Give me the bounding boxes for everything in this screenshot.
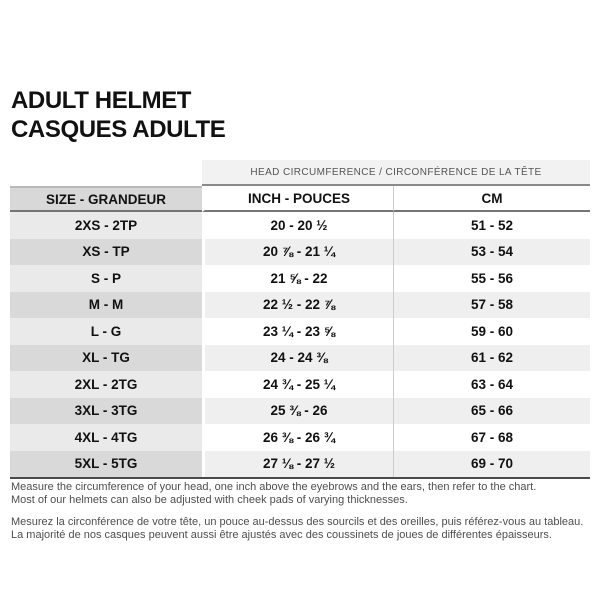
column-header-cm: CM: [393, 186, 590, 212]
size-cell: XL - TG: [10, 344, 202, 371]
note-english-line2: Most of our helmets can also be adjusted…: [11, 494, 408, 506]
inch-cell: 20 ⅞ - 21 ¼: [202, 238, 393, 265]
inch-cell: 24 - 24 ⅜: [202, 344, 393, 371]
size-chart-table: HEAD CIRCUMFERENCE / CIRCONFÉRENCE DE LA…: [10, 160, 590, 479]
inch-cell: 23 ¼ - 23 ⅝: [202, 318, 393, 345]
measurement-notes: Measure the circumference of your head, …: [11, 481, 590, 542]
page-title-fr: CASQUES ADULTE: [11, 116, 226, 143]
inch-cell: 20 - 20 ½: [202, 212, 393, 239]
size-cell: 2XL - 2TG: [10, 371, 202, 398]
inch-cell: 21 ⅝ - 22: [202, 265, 393, 292]
size-cell: M - M: [10, 291, 202, 318]
cm-cell: 55 - 56: [393, 265, 590, 292]
cm-cell: 51 - 52: [393, 212, 590, 239]
head-circumference-header: HEAD CIRCUMFERENCE / CIRCONFÉRENCE DE LA…: [202, 160, 590, 186]
inch-cell: 27 ⅛ - 27 ½: [202, 450, 393, 477]
size-cell: L - G: [10, 318, 202, 345]
cm-cell: 65 - 66: [393, 397, 590, 424]
cm-cell: 59 - 60: [393, 318, 590, 345]
cm-cell: 57 - 58: [393, 291, 590, 318]
column-header-size: SIZE - GRANDEUR: [10, 186, 202, 212]
note-french-line1: Mesurez la circonférence de votre tête, …: [11, 516, 584, 528]
size-cell: 3XL - 3TG: [10, 397, 202, 424]
cm-cell: 61 - 62: [393, 344, 590, 371]
cm-cell: 67 - 68: [393, 424, 590, 451]
size-cell: XS - TP: [10, 238, 202, 265]
cm-cell: 69 - 70: [393, 450, 590, 477]
inch-cell: 26 ⅜ - 26 ¾: [202, 424, 393, 451]
cm-cell: 63 - 64: [393, 371, 590, 398]
size-cell: 5XL - 5TG: [10, 450, 202, 477]
span-header-spacer: [10, 160, 202, 186]
page-title: ADULT HELMET CASQUES ADULTE: [11, 86, 226, 144]
note-english-line1: Measure the circumference of your head, …: [11, 481, 537, 493]
note-french-line2: La majorité de nos casques peuvent aussi…: [11, 529, 552, 541]
size-cell: 4XL - 4TG: [10, 424, 202, 451]
size-cell: 2XS - 2TP: [10, 212, 202, 239]
page-title-en: ADULT HELMET: [11, 87, 192, 114]
inch-cell: 24 ¾ - 25 ¼: [202, 371, 393, 398]
inch-cell: 25 ⅜ - 26: [202, 397, 393, 424]
inch-cell: 22 ½ - 22 ⅞: [202, 291, 393, 318]
note-french: Mesurez la circonférence de votre tête, …: [11, 516, 590, 542]
cm-cell: 53 - 54: [393, 238, 590, 265]
note-english: Measure the circumference of your head, …: [11, 481, 590, 507]
size-cell: S - P: [10, 265, 202, 292]
column-header-inch: INCH - POUCES: [202, 186, 393, 212]
